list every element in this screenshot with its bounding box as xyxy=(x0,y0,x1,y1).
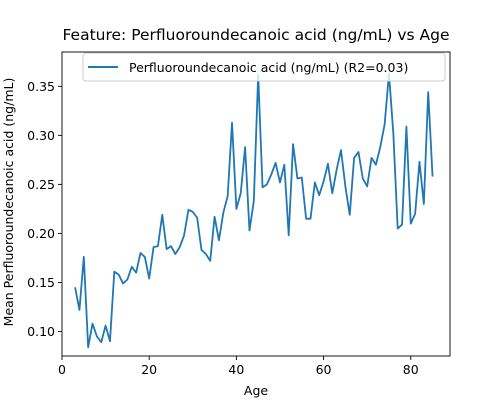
y-axis: 0.10 0.15 0.20 0.25 0.30 0.35 xyxy=(27,79,62,339)
y-tick-label: 0.10 xyxy=(27,324,55,339)
chart-title: Feature: Perfluoroundecanoic acid (ng/mL… xyxy=(62,26,449,44)
legend: Perfluoroundecanoic acid (ng/mL) (R2=0.0… xyxy=(82,52,446,82)
y-tick-label: 0.25 xyxy=(27,177,55,192)
legend-box xyxy=(82,52,446,82)
x-axis: 0 20 40 60 80 xyxy=(58,356,419,377)
x-tick-label: 0 xyxy=(58,362,66,377)
x-tick-label: 40 xyxy=(228,362,244,377)
x-tick-label: 60 xyxy=(316,362,332,377)
plot-area xyxy=(61,51,451,357)
y-tick-label: 0.30 xyxy=(27,128,55,143)
legend-entry: Perfluoroundecanoic acid (ng/mL) (R2=0.0… xyxy=(129,60,408,75)
y-tick-label: 0.15 xyxy=(27,275,55,290)
y-tick-label: 0.35 xyxy=(27,79,55,94)
x-tick-label: 80 xyxy=(403,362,419,377)
plot-frame xyxy=(61,51,451,357)
series-line xyxy=(74,72,434,349)
x-axis-label: Age xyxy=(244,383,268,398)
y-tick-label: 0.20 xyxy=(27,226,55,241)
y-axis-label: Mean Perfluoroundecanoic acid (ng/mL) xyxy=(1,78,16,327)
x-tick-label: 20 xyxy=(141,362,157,377)
